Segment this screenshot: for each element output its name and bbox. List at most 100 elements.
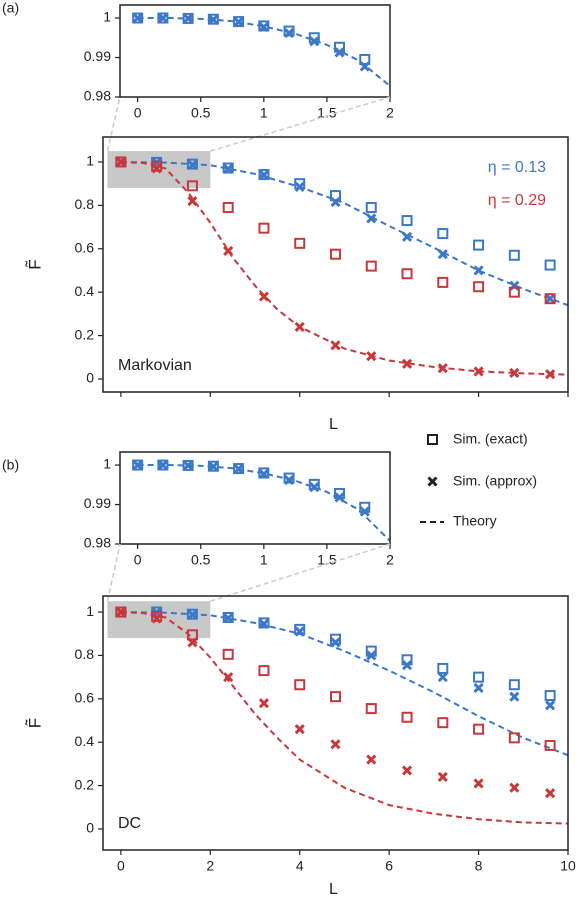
approx-marker — [473, 682, 484, 694]
exact-marker — [283, 25, 295, 37]
x-tick-label: 10 — [560, 858, 576, 874]
x-tick-label: 2 — [386, 105, 394, 121]
approx-marker — [330, 340, 341, 351]
approx-marker — [115, 606, 126, 618]
exact-marker — [294, 237, 306, 249]
exact-marker — [258, 169, 270, 181]
theory-line — [137, 17, 390, 87]
x-tick-label: 2 — [386, 552, 394, 568]
approx-marker — [258, 169, 270, 181]
y-tick-label: 0.6 — [75, 690, 95, 706]
y-tick-label: 0.4 — [75, 283, 95, 299]
exact-marker — [330, 248, 341, 260]
approx-marker — [187, 195, 198, 207]
x-tick-label: 2 — [206, 858, 214, 874]
exact-marker — [222, 202, 234, 214]
exact-marker — [294, 623, 306, 635]
exact-marker — [222, 162, 234, 174]
axes-frame — [119, 4, 391, 98]
approx-marker — [157, 12, 168, 24]
exact-marker — [508, 732, 520, 744]
approx-marker — [330, 739, 341, 750]
approx-marker — [334, 47, 345, 58]
approx-marker — [183, 13, 194, 24]
exact-marker — [186, 158, 198, 170]
approx-marker — [545, 700, 556, 711]
y-tick-label: 0.2 — [75, 326, 95, 342]
approx-marker — [208, 14, 219, 25]
exact-marker — [115, 156, 127, 168]
y-tick-label: 0.8 — [75, 646, 95, 662]
approx-marker — [401, 231, 413, 242]
exact-marker — [294, 679, 306, 691]
plot-area — [137, 464, 390, 542]
theory-line — [120, 160, 568, 307]
approx-marker — [545, 369, 556, 380]
approx-marker — [294, 724, 305, 735]
exact-marker — [258, 467, 270, 479]
approx-marker — [401, 765, 413, 776]
approx-marker — [258, 291, 270, 302]
exact-marker — [544, 690, 556, 702]
approx-marker — [132, 459, 143, 471]
exact-marker — [283, 472, 295, 484]
approx-marker — [545, 293, 556, 304]
annotation: Markovian — [118, 357, 192, 374]
legend: Sim. (exact) Sim. (approx) Theory — [420, 431, 537, 529]
series-label: η = 0.13 — [488, 159, 546, 176]
exact-marker — [115, 606, 127, 618]
series-label: η = 0.29 — [488, 192, 546, 209]
approx-marker — [509, 782, 520, 793]
theory-line — [120, 160, 568, 376]
x-tick-label: 0 — [117, 858, 125, 874]
y-tick-label: 1 — [103, 456, 111, 472]
legend-label: Sim. (approx) — [453, 473, 537, 489]
y-tick-label: 0 — [86, 370, 94, 386]
approx-marker — [473, 265, 484, 276]
exact-marker — [473, 281, 485, 293]
approx-marker — [437, 249, 448, 260]
zoom-connector — [210, 96, 391, 152]
zoom-connector — [210, 543, 391, 602]
y-tick-label: 0.99 — [84, 48, 111, 64]
exact-marker — [330, 691, 341, 703]
approx-marker — [151, 163, 162, 174]
exact-marker — [258, 222, 270, 234]
exact-marker — [473, 239, 485, 251]
legend-icon — [427, 434, 438, 445]
x-tick-label: 0.5 — [191, 552, 211, 568]
exact-marker — [151, 610, 163, 622]
y-axis-label: F̃ — [25, 259, 45, 269]
exact-marker — [157, 12, 169, 24]
approx-marker — [294, 181, 305, 192]
exact-marker — [132, 459, 144, 471]
plot-area — [120, 611, 568, 825]
exact-marker — [233, 463, 245, 475]
exact-marker — [544, 739, 556, 751]
exact-marker — [437, 276, 449, 288]
exact-marker — [258, 617, 270, 629]
exact-marker — [508, 249, 520, 261]
exact-marker — [473, 671, 485, 683]
approx-marker — [294, 626, 305, 637]
approx-marker — [183, 460, 194, 471]
x-tick-label: 6 — [385, 858, 393, 874]
exact-marker — [437, 228, 449, 240]
exact-marker — [132, 12, 144, 24]
exact-marker — [365, 202, 377, 214]
approx-marker — [366, 213, 377, 224]
legend-icon — [427, 476, 438, 487]
exact-marker — [186, 629, 198, 641]
exact-marker — [365, 260, 377, 272]
x-tick-label: 1 — [260, 105, 268, 121]
exact-marker — [544, 293, 556, 305]
theory-line — [120, 611, 568, 757]
y-tick-label: 0.2 — [75, 776, 95, 792]
approx-marker — [115, 156, 126, 168]
legend-label: Sim. (exact) — [453, 431, 528, 447]
approx-marker — [223, 672, 234, 683]
approx-marker — [437, 771, 448, 782]
x-tick-label: 0.5 — [191, 105, 211, 121]
x-tick-label: 8 — [475, 858, 483, 874]
